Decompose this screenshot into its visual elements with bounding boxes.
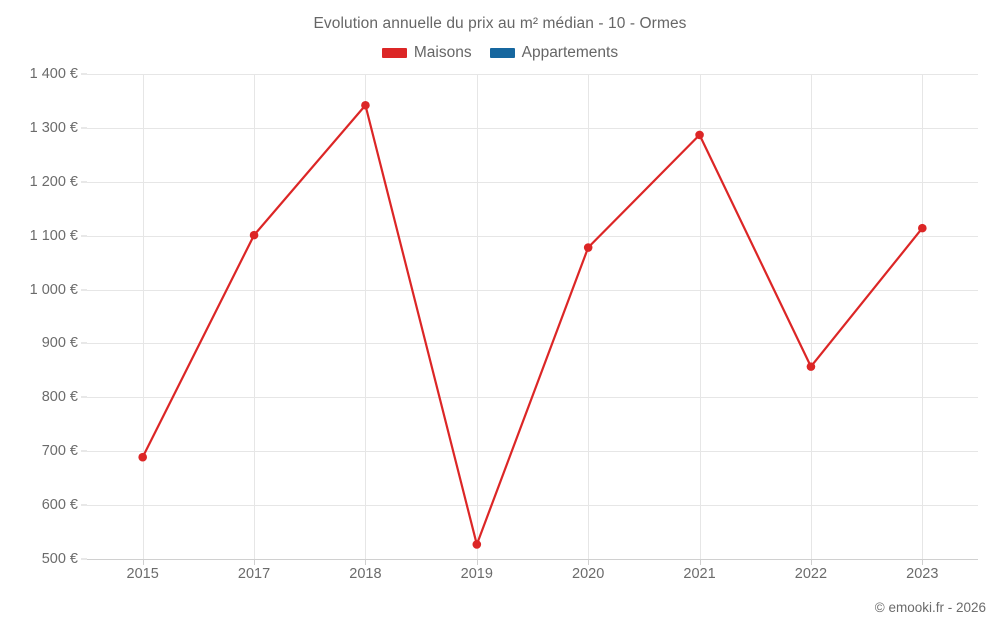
x-axis-tick-mark: [365, 559, 367, 565]
legend-item-appartements[interactable]: Appartements: [489, 44, 619, 62]
x-axis-labels: 2015 2017 2018 2019 2020 2021 2022 2023: [0, 566, 1000, 590]
x-axis-tick-label: 2019: [460, 566, 493, 582]
legend-swatch-appartements: [489, 48, 515, 58]
gridline-vertical: [476, 74, 478, 559]
x-axis-tick-label: 2023: [906, 566, 939, 582]
x-axis-tick-label: 2021: [683, 566, 716, 582]
y-axis-tick-mark: [81, 181, 87, 183]
gridline-vertical: [699, 74, 701, 559]
y-axis-tick-mark: [81, 396, 87, 398]
y-axis-tick-mark: [81, 558, 87, 560]
x-axis-tick-mark: [922, 559, 924, 565]
data-point[interactable]: [249, 230, 259, 240]
gridline-horizontal: [87, 451, 978, 453]
chart-title: Evolution annuelle du prix au m² médian …: [313, 15, 687, 32]
y-axis-tick-label: 1 100 €: [29, 227, 78, 244]
x-axis-tick-mark: [588, 559, 590, 565]
y-axis-tick-label: 600 €: [41, 497, 78, 514]
x-axis-tick-label: 2020: [572, 566, 605, 582]
x-axis-tick-mark: [699, 559, 701, 565]
x-axis-tick-label: 2015: [126, 566, 159, 582]
gridline-vertical: [142, 74, 144, 559]
gridline-horizontal: [87, 343, 978, 345]
footer-credit: © emooki.fr - 2026: [874, 600, 986, 615]
gridline-vertical: [922, 74, 924, 559]
series-line-maisons: [141, 104, 924, 546]
y-axis-tick-mark: [81, 342, 87, 344]
legend-swatch-maisons: [381, 48, 407, 58]
y-axis-tick-mark: [81, 504, 87, 506]
gridline-horizontal: [87, 127, 978, 129]
y-axis-tick-mark: [81, 450, 87, 452]
y-axis-tick-label: 900 €: [41, 335, 78, 352]
chart-legend: Maisons Appartements: [0, 44, 1000, 62]
data-point[interactable]: [695, 130, 704, 140]
data-point[interactable]: [806, 362, 816, 371]
y-axis-tick-label: 800 €: [41, 389, 78, 406]
y-axis-tick-label: 1 200 €: [29, 173, 78, 190]
x-axis-tick-mark: [254, 559, 256, 565]
data-point[interactable]: [583, 243, 593, 252]
y-axis-tick-mark: [81, 73, 87, 75]
gridline-horizontal: [87, 74, 978, 75]
gridline-vertical: [810, 74, 812, 559]
x-axis-tick-mark: [142, 559, 144, 565]
gridline-horizontal: [87, 289, 978, 291]
gridline-vertical: [588, 74, 590, 559]
gridline-horizontal: [87, 235, 978, 237]
y-axis-tick-mark: [81, 127, 87, 129]
y-axis-tick-mark: [81, 289, 87, 291]
gridline-horizontal: [87, 181, 978, 183]
legend-label-maisons: Maisons: [413, 44, 472, 61]
data-point[interactable]: [361, 100, 370, 110]
data-point[interactable]: [472, 540, 482, 549]
x-axis-tick-mark: [476, 559, 478, 565]
x-axis-line: [87, 559, 978, 560]
data-point[interactable]: [138, 452, 147, 462]
y-axis-tick-label: 500 €: [41, 551, 78, 567]
legend-label-appartements: Appartements: [521, 44, 619, 61]
x-axis-tick-label: 2017: [237, 566, 271, 582]
y-axis-labels: 500 € 600 € 700 € 800 € 900 € 1 000 € 1 100 € 1…: [0, 0, 78, 625]
y-axis-tick-mark: [81, 235, 87, 237]
gridline-vertical: [254, 74, 256, 559]
y-axis-tick-label: 1 300 €: [29, 119, 78, 136]
y-axis-tick-label: 1 400 €: [29, 66, 78, 82]
gridline-vertical: [365, 74, 367, 559]
plot-area: [87, 74, 978, 560]
x-axis-tick-mark: [810, 559, 812, 565]
y-axis-tick-label: 1 000 €: [29, 281, 78, 298]
legend-item-maisons[interactable]: Maisons: [381, 44, 472, 62]
x-axis-tick-label: 2018: [349, 566, 382, 582]
data-point[interactable]: [918, 223, 927, 233]
gridline-horizontal: [87, 505, 978, 507]
x-axis-tick-label: 2022: [794, 566, 828, 582]
y-axis-tick-label: 700 €: [41, 443, 78, 460]
